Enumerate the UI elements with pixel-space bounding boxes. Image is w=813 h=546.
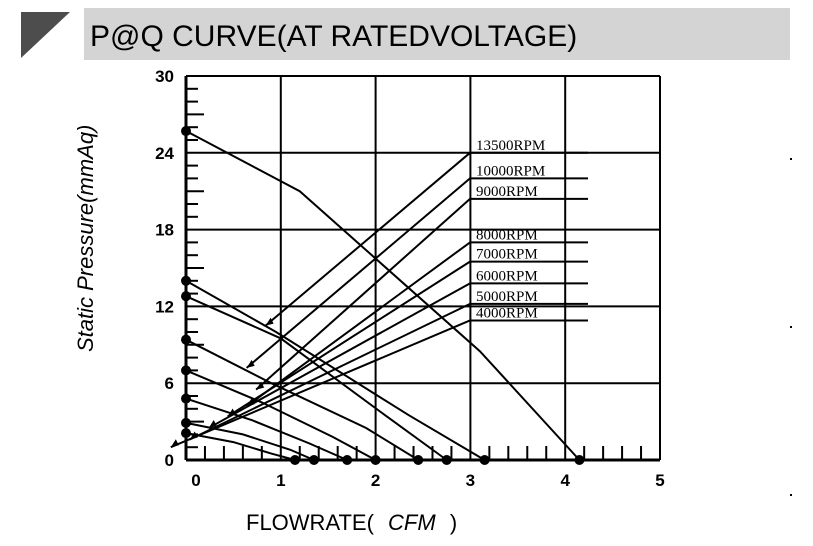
header-corner-triangle [21,12,70,58]
y-tick-label: 12 [155,297,174,316]
y-tick-label: 30 [155,67,174,86]
series-start-point [181,275,191,286]
x-axis-label-close: ) [450,510,457,535]
series-end-point [290,455,301,465]
legend-label: 6000RPM [476,268,538,284]
legend-leader-line [208,282,471,429]
legend-leader-line [264,152,471,327]
y-tick-label: 24 [155,144,174,163]
series-end-point [479,455,490,465]
series-end-point [342,455,353,465]
legend-leader-line [189,302,471,441]
legend-label: 13500RPM [476,138,545,154]
legend-leader-arrow [208,420,217,428]
y-tick-label: 6 [165,374,174,393]
series-line [185,295,448,461]
margin-dot [790,158,792,160]
legend-leader-arrow [265,317,274,326]
x-tick-label: 5 [655,471,664,490]
grid [186,75,661,460]
y-tick-label: 0 [165,451,174,470]
legend-label: 9000RPM [476,184,538,200]
series-end-point [370,455,381,465]
chart-title: P@Q CURVE(AT RATEDVOLTAGE) [90,20,577,53]
x-axis-label-main: FLOWRATE( [246,510,375,535]
y-tick-label: 18 [155,221,174,240]
x-tick-label: 0 [191,471,200,490]
x-tick-label: 4 [560,471,570,490]
x-tick-label: 3 [466,471,475,490]
series-line [185,338,419,461]
series-end-point [441,455,452,465]
legend-leader-line [245,177,471,369]
series-start-point [181,126,191,137]
legend-label: 7000RPM [476,247,538,263]
series-end-point [308,455,319,465]
x-axis-label: FLOWRATE( CFM ) [246,510,457,535]
series-line [185,397,348,461]
series-line [185,432,296,461]
series-start-point [181,393,191,404]
series-group [181,126,585,465]
x-axis-label-unit: CFM [388,510,436,535]
series-end-point [574,455,585,465]
x-tick-label: 2 [371,471,380,490]
legend-leader-arrow [256,381,265,390]
legend-label: 4000RPM [476,305,538,321]
x-tick-label: 1 [276,471,285,490]
legend-leader-line [170,319,471,449]
margin-dot [790,494,792,496]
legend-leader-line [255,198,471,391]
series-start-point [181,365,191,376]
legend-label: 5000RPM [476,289,538,305]
legend-leader-arrow [246,359,255,368]
title-banner [84,8,790,60]
series-start-point [181,428,191,439]
series-start-point [181,417,191,428]
series-line [185,279,486,461]
legend-leader-arrow [170,439,179,448]
legend: 13500RPM 10000RPM 9000RPM 8000RPM 7000RPM 600… [170,138,588,449]
legend-label: 8000RPM [476,227,538,243]
series-start-point [181,334,191,345]
series-line [185,369,377,461]
legend-label: 10000RPM [476,163,545,179]
y-axis-label: Static Pressure(mmAq) [73,125,98,352]
margin-dot [790,326,792,328]
series-end-point [413,455,424,465]
series-start-point [181,291,191,302]
legend-leader-line [227,260,471,418]
legend-leader-line [246,241,471,408]
